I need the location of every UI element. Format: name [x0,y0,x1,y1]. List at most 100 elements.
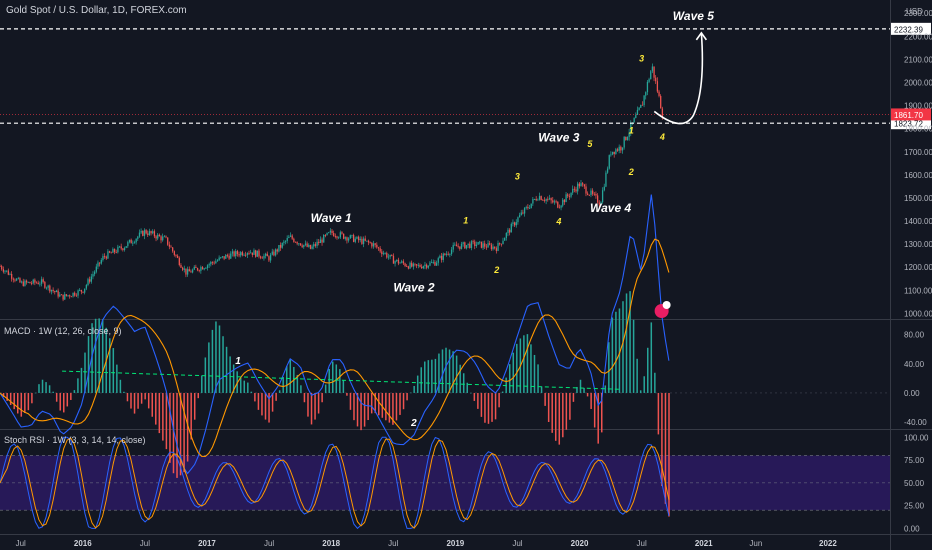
candle [334,233,337,239]
candle [364,235,366,242]
stoch-tick-label: 75.00 [904,456,925,465]
candle-body [183,268,185,270]
candle [326,232,328,236]
candle [588,194,590,196]
candle-body [94,271,96,275]
macd-histogram-bar [544,392,546,406]
candle-body [135,238,137,243]
macd-histogram-bar [52,391,54,393]
candle-body [347,238,350,241]
candle [650,70,652,80]
macd-histogram-bar [533,354,536,393]
time-axis[interactable]: Jul 2016 Jul 2017 Jul 2018 Jul 2019 Jul 2020 Jul 20… [0,534,932,549]
candle [2,266,5,274]
macd-histogram-bar [601,392,603,433]
candle-body [147,233,149,235]
macd-histogram-bar [562,392,564,438]
candle-body [427,265,429,268]
candle [600,201,602,205]
candle-body [439,255,441,259]
candle [434,260,436,267]
candle [130,238,132,244]
candle-body [557,201,559,208]
candle-body [509,229,511,233]
current-price-badge[interactable] [891,108,931,121]
stoch-tick-label: 100.00 [904,433,929,442]
candle-body [389,254,391,257]
candle [389,254,391,260]
candle-body [636,109,639,116]
candle [173,250,175,257]
candle [437,256,439,266]
candle-body [366,240,368,242]
candle [180,263,182,268]
candle [311,244,313,250]
candle-body [548,198,551,200]
macd-histogram-bar [593,392,596,428]
candle [512,219,514,227]
candle [308,243,310,248]
level-lines[interactable] [0,28,890,124]
candle [550,197,552,204]
candle [125,246,127,249]
candle [532,196,534,206]
candle-body [186,269,189,275]
candle [264,252,267,259]
macd-histogram-bar [554,392,557,441]
candle [24,279,26,287]
candle-body [530,203,532,208]
candle [605,170,607,188]
candle-body [510,223,512,233]
macd-histogram-bar [339,369,341,393]
candle [94,270,96,277]
candle [397,257,400,266]
candle [469,241,471,249]
candle-body [181,267,184,270]
candle-body [590,190,592,195]
candle-body [276,249,278,252]
macd-histogram-bar [144,392,146,400]
candle-body [128,239,131,243]
price-tick-label: 1700.00 [904,148,932,157]
candle-body [198,270,200,272]
candle [477,241,479,245]
candle-body [625,136,627,141]
candle [260,255,262,260]
candle [12,277,14,283]
candle-body [376,244,378,248]
macd-histogram-bar [55,392,58,402]
candle [183,265,185,273]
candle [17,276,19,280]
candle [190,269,192,273]
macd-histogram-bar [650,322,653,393]
macd-histogram-bar [608,342,610,393]
candle [578,182,581,189]
candle-body [396,259,398,262]
macd-histogram-bar [477,392,479,409]
macd-histogram-bar [611,317,614,393]
candle [216,258,219,262]
candle-body [296,242,298,244]
candle-body [329,230,332,233]
candle-body [430,262,433,264]
candle [417,262,420,269]
candle [482,241,484,250]
candle [640,104,642,108]
candle [392,253,395,264]
candle [303,244,305,249]
macd-histogram-bar [123,391,125,393]
candle [421,264,423,269]
candle-body [30,283,33,284]
candle [572,185,574,195]
candle-body [196,268,199,271]
time-tick-label: Jul [140,539,150,548]
candle-body [263,255,265,259]
candle-body [399,262,401,264]
macd-tick-label: 80.00 [904,331,925,340]
candle [205,266,207,269]
candle-body [615,149,617,154]
candle [324,234,327,238]
candle [248,250,250,256]
